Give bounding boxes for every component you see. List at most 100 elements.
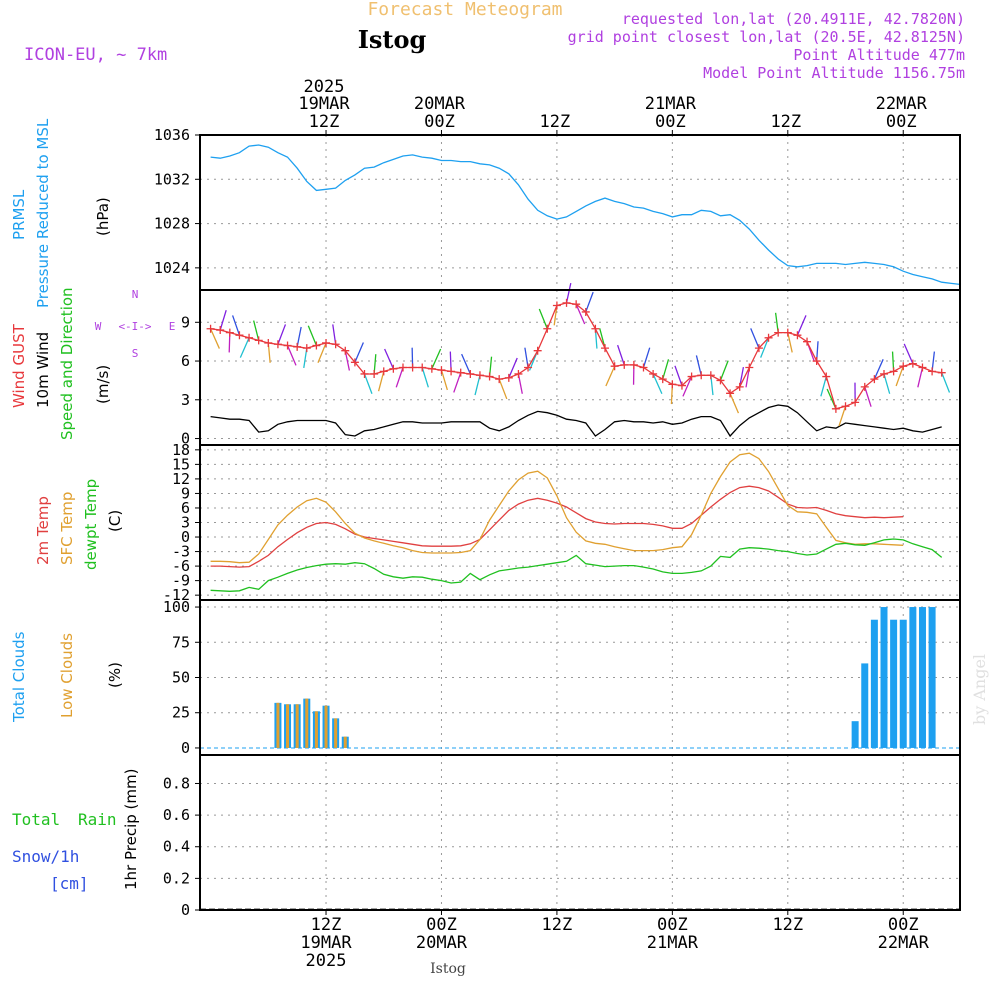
bottom-year-label: 2025 [306,951,347,971]
bottom-date-label: 22MAR [878,933,930,953]
wind-gust-marker [331,340,340,349]
total-cloud-bar [918,607,926,748]
chart-title: Forecast Meteogram [367,0,562,20]
top-hour-label: 12Z [770,112,801,132]
wind-gust-marker [264,338,273,347]
wind-gust-marker [745,363,754,372]
top-hour-label: 12Z [540,112,571,132]
total-cloud-bar [861,663,869,748]
low-cloud-bar [286,704,290,748]
wind-gust-marker [918,363,927,372]
wind-gust-marker [398,363,407,372]
requested-coords: requested lon,lat (20.4911E, 42.7820N) [622,10,965,28]
y-tick-label: 15 [172,455,190,473]
wind-unit: (m/s) [94,365,112,404]
wind-gust-marker [341,346,350,355]
wind-gust-marker [245,333,254,342]
wind-arrow [616,344,625,366]
total-cloud-bar [851,721,859,748]
wind-arrow [384,348,394,370]
total-cloud-bar [880,607,888,748]
wind-arrow [498,378,508,400]
wind-gust-marker [254,336,263,345]
low-cloud-bar [334,718,338,748]
wind-speed-label: Speed and Direction [58,287,76,440]
y-tick-label: 0 [181,739,190,757]
wind-gust-marker [831,404,840,413]
wind-arrow [820,376,827,397]
wind-gust-marker [225,328,234,337]
wind-arrow [674,365,683,386]
wind-gust-marker [543,324,552,333]
wind-gust-marker [793,331,802,340]
wind-gust-marker [601,344,610,353]
wind-gust-marker [658,375,667,384]
wind-arrow [796,315,807,336]
wind-gust-marker [466,369,475,378]
wind-gust-label: Wind GUST [10,323,28,408]
wind-arrow [575,303,586,325]
wind-arrow [565,282,572,304]
wind-gust-marker [572,300,581,309]
wind-gust-marker [822,372,831,381]
total-cloud-bar [890,619,898,748]
bottom-date-label: 21MAR [647,933,699,953]
top-hour-label: 00Z [424,112,455,132]
cloud-low-label: Low Clouds [58,633,76,718]
wind-gust-marker [283,341,292,350]
wind-gust-marker [774,328,783,337]
wind-arrow [652,373,663,395]
compass-rose: N S W E <-I-> [95,288,176,360]
bottom-hour-label: 12Z [542,915,573,935]
pressure-label-a: PRMSL [10,189,28,240]
precip-snow-b: [cm] [50,874,89,893]
wind-gust-marker [312,341,321,350]
y-tick-label: 0.8 [163,774,190,792]
wind-gust-marker [302,344,311,353]
wind-gust-marker [754,344,763,353]
wind-arrow [682,376,693,397]
wind-gust-marker [610,362,619,371]
y-tick-label: 3 [181,514,190,532]
bottom-hour-label: 00Z [888,915,919,935]
wind-gust-marker [495,375,504,384]
wind-arrow [354,342,364,363]
top-year-label: 2025 [304,77,345,97]
total-cloud-bar [928,607,936,748]
wind-arrow [864,386,872,407]
wind-gust-marker [928,367,937,376]
y-tick-label: 9 [181,313,190,331]
watermark: by Angel [970,654,989,725]
precip-rain-a: Total [12,810,60,829]
wind-gust-marker [851,398,860,407]
wind-gust-marker [735,382,744,391]
wind-arrow [277,324,287,345]
wind-gust-marker [687,372,696,381]
wind-gust-marker [937,368,946,377]
wind-gust-marker [437,366,446,375]
temp-dew-label: dewpt Temp [82,479,100,570]
wind-arrow [838,406,847,427]
wind-gust-marker [668,380,677,389]
y-tick-label: 18 [172,441,190,459]
wind-gust-marker [418,363,427,372]
wind-arrow [461,353,471,375]
total-cloud-bar [870,619,878,748]
wind-gust-marker [206,324,215,333]
wind-arrow [662,359,670,380]
wind-gust-marker [273,340,282,349]
wind-arrow [344,350,351,371]
wind-gust-marker [716,376,725,385]
wind-arrow [873,359,884,380]
wind-arrow [231,315,241,336]
top-hour-label: 12Z [309,112,340,132]
low-cloud-bar [324,705,328,748]
footer-location: Istog [430,961,466,977]
wind-arrow [395,367,404,388]
low-cloud-bar [276,702,280,748]
wind-arrow [585,291,594,313]
total-cloud-bar [899,619,907,748]
y-tick-label: 100 [163,598,190,616]
y-tick-label: 12 [172,470,190,488]
